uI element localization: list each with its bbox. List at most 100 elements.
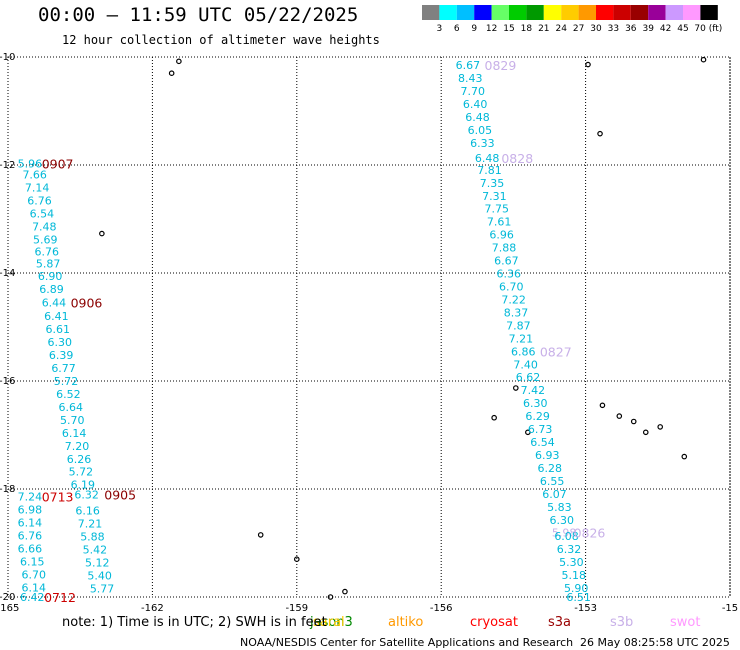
lon-tick-label: -15 — [722, 603, 738, 614]
swh-value: 6.62 — [516, 371, 541, 384]
swh-value: 5.72 — [69, 466, 94, 479]
swh-value: 8.43 — [458, 72, 483, 85]
legend-swatch — [630, 5, 649, 20]
lat-tick-label: -16 — [0, 376, 15, 387]
swh-value: 6.93 — [535, 449, 560, 462]
footer: note: 1) Time is in UTC; 2) SWH is in fe… — [62, 615, 730, 649]
swh-value: 6.28 — [537, 462, 562, 475]
swh-value: 6.44 — [42, 297, 66, 310]
pass-number-label: 0905 — [104, 487, 136, 502]
swh-value: 6.16 — [75, 505, 100, 518]
swh-value: 8.37 — [504, 306, 528, 319]
pass-number-label: 0826 — [574, 526, 606, 541]
page-subtitle: 12 hour collection of altimeter wave hei… — [62, 33, 380, 47]
swh-value: 6.32 — [74, 488, 99, 501]
swh-value: 7.88 — [492, 242, 517, 255]
swh-value: 5.87 — [36, 257, 61, 270]
legend-label: 21 — [538, 24, 549, 34]
satellite-legend-swot: swot — [670, 615, 700, 630]
island-outline — [99, 230, 105, 237]
legend-label: 24 — [555, 24, 567, 34]
swh-value: 7.40 — [513, 358, 538, 371]
pass-number-label: 0829 — [485, 58, 517, 73]
swh-value: 6.19 — [71, 479, 96, 492]
swh-value: 5.77 — [90, 582, 115, 595]
swh-value: 7.42 — [521, 384, 546, 397]
swh-value: 6.70 — [21, 568, 46, 581]
swh-value: 6.61 — [46, 323, 71, 336]
satellite-legend-s3b: s3b — [610, 615, 633, 630]
pass-number-label: 0713 — [42, 490, 74, 505]
swh-value: 6.42 — [20, 591, 45, 604]
island-outline — [176, 58, 182, 65]
satellite-legend-saral: saral — [313, 615, 345, 630]
legend-swatch — [543, 5, 562, 20]
swh-value: 6.39 — [49, 349, 73, 362]
swh-value: 6.14 — [62, 427, 87, 440]
island-outline — [700, 56, 707, 63]
swh-value: 6.41 — [44, 310, 69, 323]
legend-swatch — [422, 5, 440, 20]
legend-label: 39 — [642, 24, 654, 34]
swh-value: 7.14 — [25, 182, 49, 195]
footer-credit: NOAA/NESDIS Center for Satellite Applica… — [240, 636, 573, 649]
swh-value: 6.40 — [463, 98, 488, 111]
swh-value: 7.22 — [501, 293, 526, 306]
swh-value: 6.15 — [20, 555, 45, 568]
island-outline — [513, 385, 519, 391]
lon-tick-label: -162 — [141, 603, 164, 614]
island-outline — [168, 70, 175, 77]
island-outline — [342, 588, 348, 595]
swh-value: 5.69 — [33, 234, 58, 247]
satellite-legend-cryosat: cryosat — [470, 615, 518, 630]
swh-value: 7.24 — [18, 491, 43, 504]
lon-tick-label: -165 — [0, 603, 19, 614]
island-outline — [642, 429, 649, 436]
legend-label: 3 — [437, 24, 443, 34]
swh-value: 6.54 — [30, 208, 55, 221]
pass-number-label: 0907 — [42, 156, 74, 171]
satellite-legend-jason3: jason3 — [309, 615, 353, 630]
swh-value: 6.51 — [566, 591, 591, 604]
swh-value: 6.54 — [530, 436, 555, 449]
swh-value: 6.55 — [540, 475, 565, 488]
satellite-legend-s3a: s3a — [548, 615, 571, 630]
legend-swatch — [456, 5, 475, 20]
swh-value: 6.48 — [475, 152, 500, 165]
swh-value: 6.05 — [468, 124, 493, 137]
lat-tick-label: -18 — [0, 484, 15, 495]
legend-swatch — [683, 5, 701, 20]
island-outline — [597, 130, 603, 137]
legend-label: 70 (ft) — [694, 24, 722, 34]
swh-value: 7.21 — [509, 332, 534, 345]
legend-label: 9 — [471, 24, 477, 34]
pass-number-label: 0712 — [44, 590, 76, 605]
legend-label: 12 — [486, 24, 497, 34]
swh-value: 5.12 — [85, 556, 110, 569]
lat-tick-label: -14 — [0, 268, 15, 279]
altimeter-tracks: 5.967.667.146.766.547.485.696.765.876.90… — [18, 59, 591, 604]
legend-swatch — [700, 5, 718, 20]
swh-value: 6.48 — [465, 111, 490, 124]
swh-value: 6.29 — [525, 410, 550, 423]
swh-value: 6.96 — [489, 229, 514, 242]
swh-value: 7.35 — [480, 177, 505, 190]
island-outlines — [99, 56, 707, 600]
lon-tick-label: -156 — [430, 603, 453, 614]
legend-swatch — [509, 5, 527, 20]
lon-tick-label: -159 — [285, 603, 308, 614]
swh-value: 5.72 — [54, 375, 79, 388]
swh-value: 7.70 — [460, 85, 485, 98]
swh-value: 5.96 — [18, 157, 43, 170]
legend-swatch — [665, 5, 683, 20]
swh-value: 6.30 — [550, 514, 575, 527]
map-axes: -165 -162 -159 -156 -153 -15 -10 -12 -14 -16 -18 -2… — [0, 52, 738, 614]
pass-number-label: 0828 — [501, 151, 533, 166]
island-outline — [327, 594, 334, 600]
swh-value: 6.52 — [56, 388, 80, 401]
legend-label: 33 — [608, 24, 619, 34]
swh-value: 6.08 — [554, 530, 579, 543]
swh-value: 6.30 — [523, 397, 548, 410]
legend-label: 36 — [625, 24, 637, 34]
